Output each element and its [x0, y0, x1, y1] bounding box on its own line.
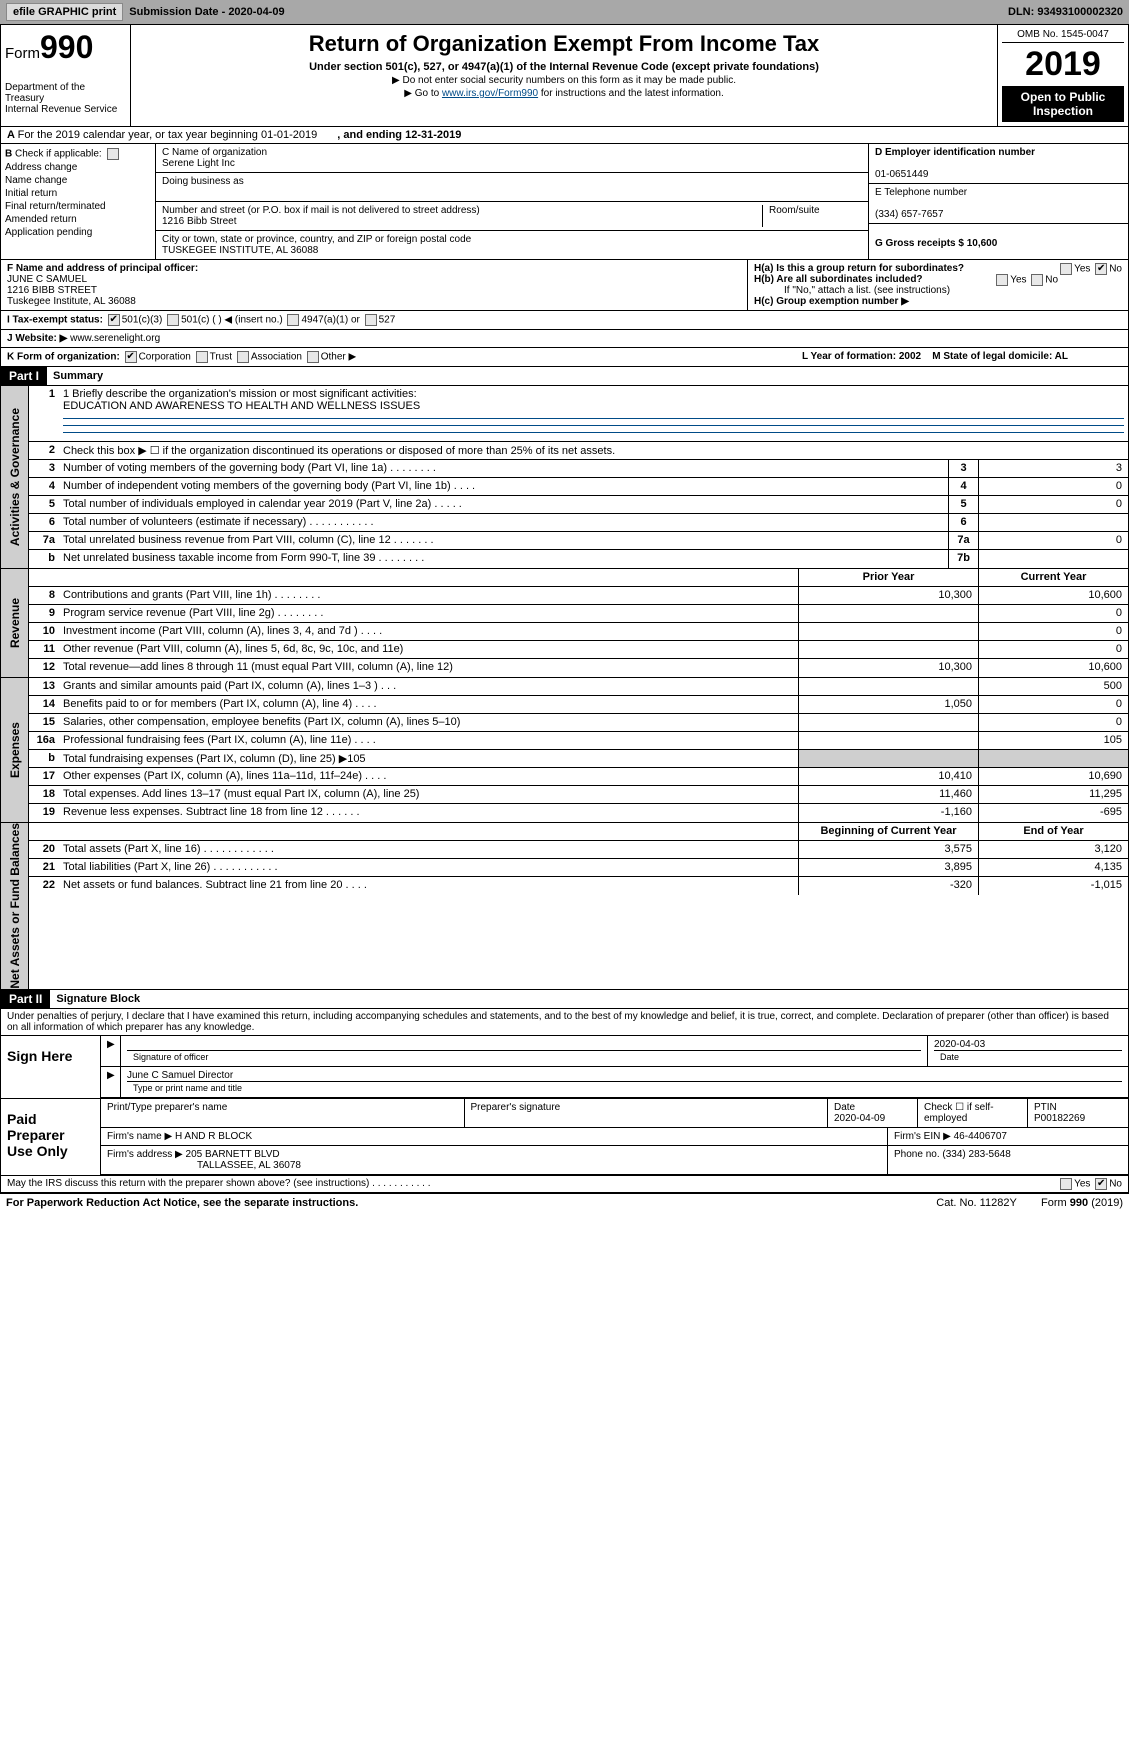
section-j: J Website: ▶ www.serenelight.org	[7, 333, 1122, 344]
org-address: 1216 Bibb Street	[162, 216, 237, 227]
table-row: bNet unrelated business taxable income f…	[29, 550, 1128, 568]
org-name: Serene Light Inc	[162, 158, 235, 169]
chk-address[interactable]: Address change	[5, 162, 151, 173]
prior-year-hdr: Prior Year	[798, 569, 978, 586]
table-row: 9Program service revenue (Part VIII, lin…	[29, 605, 1128, 623]
table-row: 17Other expenses (Part IX, column (A), l…	[29, 768, 1128, 786]
current-year-hdr: Current Year	[978, 569, 1128, 586]
dept-label: Department of the Treasury Internal Reve…	[5, 82, 126, 115]
form-note1: ▶ Do not enter social security numbers o…	[135, 75, 993, 86]
form-note2: ▶ Go to www.irs.gov/Form990 for instruct…	[135, 88, 993, 99]
side-expenses: Expenses	[1, 678, 29, 822]
ein: 01-0651449	[875, 169, 928, 180]
gross-receipts: G Gross receipts $ 10,600	[875, 238, 997, 249]
website: www.serenelight.org	[70, 333, 160, 344]
table-row: 11Other revenue (Part VIII, column (A), …	[29, 641, 1128, 659]
omb-number: OMB No. 1545-0047	[1002, 29, 1124, 43]
line2: Check this box ▶ ☐ if the organization d…	[59, 442, 1128, 459]
table-row: 6Total number of volunteers (estimate if…	[29, 514, 1128, 532]
table-row: 15Salaries, other compensation, employee…	[29, 714, 1128, 732]
discuss-row: May the IRS discuss this return with the…	[0, 1176, 1129, 1193]
chk-amended[interactable]: Amended return	[5, 214, 151, 225]
table-row: 20Total assets (Part X, line 16) . . . .…	[29, 841, 1128, 859]
table-row: 8Contributions and grants (Part VIII, li…	[29, 587, 1128, 605]
tax-year: 2019	[1002, 45, 1124, 84]
section-f: F Name and address of principal officer:…	[1, 260, 748, 310]
boy-hdr: Beginning of Current Year	[798, 823, 978, 840]
footer-left: For Paperwork Reduction Act Notice, see …	[6, 1197, 358, 1209]
section-c: C Name of organizationSerene Light Inc D…	[156, 144, 868, 259]
table-row: 4Number of independent voting members of…	[29, 478, 1128, 496]
table-row: 12Total revenue—add lines 8 through 11 (…	[29, 659, 1128, 677]
topbar: efile GRAPHIC print Submission Date - 20…	[0, 0, 1129, 24]
side-net: Net Assets or Fund Balances	[1, 823, 29, 989]
table-row: 7aTotal unrelated business revenue from …	[29, 532, 1128, 550]
table-row: 5Total number of individuals employed in…	[29, 496, 1128, 514]
table-row: 10Investment income (Part VIII, column (…	[29, 623, 1128, 641]
table-row: 16aProfessional fundraising fees (Part I…	[29, 732, 1128, 750]
section-h: H(a) Is this a group return for subordin…	[748, 260, 1128, 310]
dln: DLN: 93493100002320	[1008, 6, 1123, 18]
firm-name: H AND R BLOCK	[175, 1131, 252, 1142]
paid-preparer: Paid Preparer Use Only	[1, 1099, 101, 1175]
form-header: Form990 Department of the Treasury Inter…	[0, 24, 1129, 127]
section-b: B Check if applicable: Address change Na…	[1, 144, 156, 259]
table-row: bTotal fundraising expenses (Part IX, co…	[29, 750, 1128, 768]
table-row: 18Total expenses. Add lines 13–17 (must …	[29, 786, 1128, 804]
ptin: P00182269	[1034, 1113, 1085, 1124]
org-city: TUSKEGEE INSTITUTE, AL 36088	[162, 245, 318, 256]
section-m: M State of legal domicile: AL	[932, 351, 1068, 362]
table-row: 13Grants and similar amounts paid (Part …	[29, 678, 1128, 696]
section-d: D Employer identification number01-06514…	[868, 144, 1128, 259]
part2-header: Part II	[1, 990, 50, 1008]
perjury-text: Under penalties of perjury, I declare th…	[0, 1009, 1129, 1036]
submission-date: Submission Date - 2020-04-09	[129, 6, 284, 18]
side-revenue: Revenue	[1, 569, 29, 677]
efile-label: efile GRAPHIC print	[6, 3, 123, 21]
form-subtitle: Under section 501(c), 527, or 4947(a)(1)…	[135, 61, 993, 73]
officer-name: June C Samuel Director	[127, 1070, 233, 1081]
chk-name[interactable]: Name change	[5, 175, 151, 186]
part1-header: Part I	[1, 367, 47, 385]
section-k: K Form of organization: Corporation Trus…	[7, 351, 802, 363]
table-row: 3Number of voting members of the governi…	[29, 460, 1128, 478]
form-number: Form990	[5, 29, 126, 66]
table-row: 21Total liabilities (Part X, line 26) . …	[29, 859, 1128, 877]
row-a: A For the 2019 calendar year, or tax yea…	[0, 127, 1129, 144]
eoy-hdr: End of Year	[978, 823, 1128, 840]
form-title: Return of Organization Exempt From Incom…	[135, 31, 993, 57]
sign-here: Sign Here	[1, 1036, 101, 1098]
table-row: 14Benefits paid to or for members (Part …	[29, 696, 1128, 714]
section-i: I Tax-exempt status: 501(c)(3) 501(c) ( …	[7, 314, 1122, 326]
mission: EDUCATION AND AWARENESS TO HEALTH AND WE…	[63, 400, 420, 412]
part2-title: Signature Block	[50, 991, 146, 1007]
chk-initial[interactable]: Initial return	[5, 188, 151, 199]
footer-cat: Cat. No. 11282Y	[936, 1197, 1016, 1209]
open-public: Open to Public Inspection	[1002, 86, 1124, 122]
chk-final[interactable]: Final return/terminated	[5, 201, 151, 212]
irs-link[interactable]: www.irs.gov/Form990	[442, 88, 538, 99]
part1-title: Summary	[47, 368, 109, 384]
table-row: 19Revenue less expenses. Subtract line 1…	[29, 804, 1128, 822]
chk-pending[interactable]: Application pending	[5, 227, 151, 238]
section-l: L Year of formation: 2002	[802, 351, 921, 362]
table-row: 22Net assets or fund balances. Subtract …	[29, 877, 1128, 895]
phone: (334) 657-7657	[875, 209, 943, 220]
side-governance: Activities & Governance	[1, 386, 29, 568]
